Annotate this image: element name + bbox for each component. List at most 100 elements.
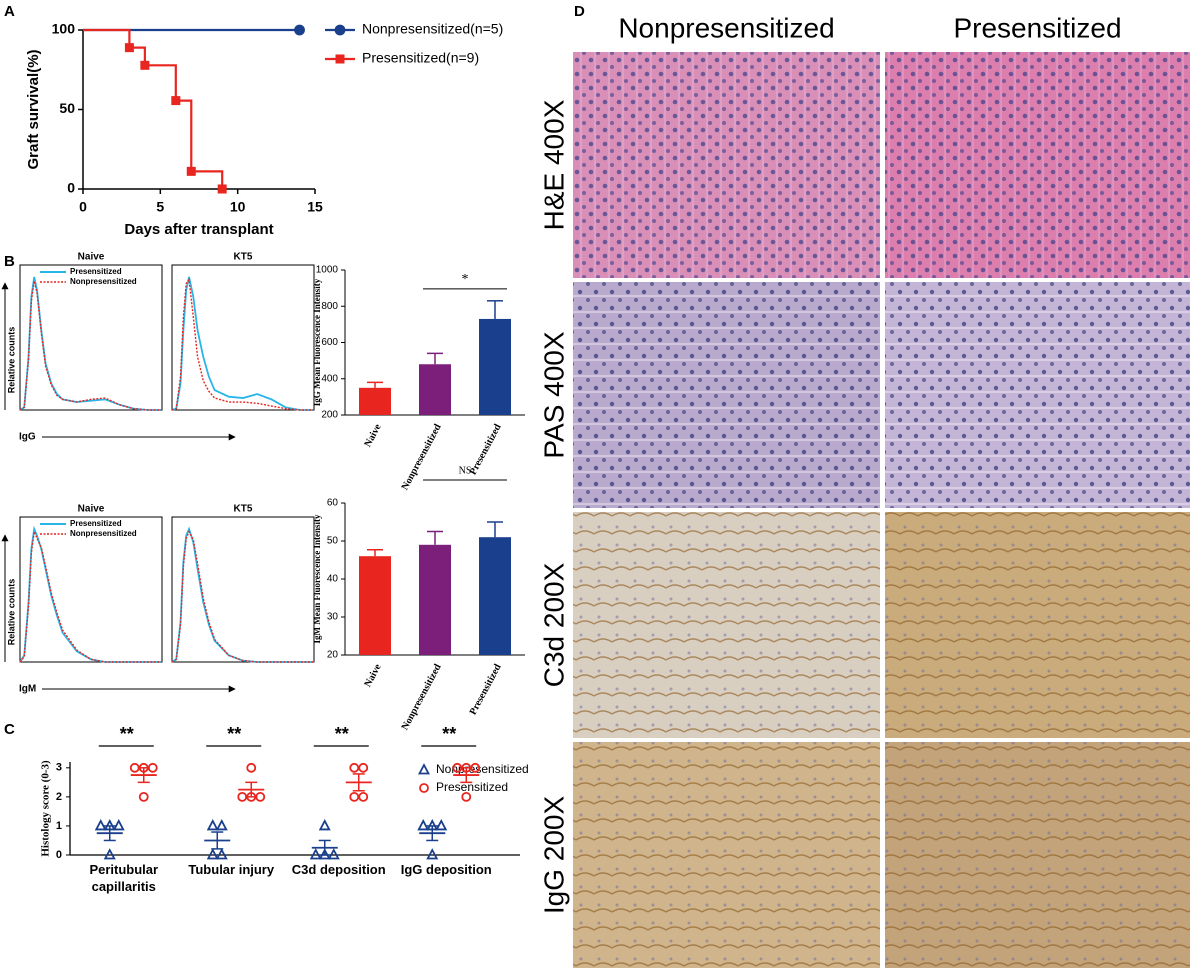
flow-title: KT5 [234,504,253,515]
y-axis-label: IgG Mean Fluorescence Intensity [312,278,322,406]
marker [246,762,257,773]
y-tick-label: 2 [56,791,62,803]
row-label: H&E 400X [538,99,569,230]
flow-title: Naive [78,504,105,515]
significance-label: * [462,272,469,287]
legend-label: Presensitized(n=9) [362,50,479,66]
y-tick-label: 100 [52,21,76,37]
x-tick-label: Nonpresensitized [400,422,444,492]
marker [358,791,369,802]
y-tick-label: 20 [327,650,339,661]
x-tick-label-box: IgG deposition [400,862,492,877]
marker [138,791,149,802]
x-tick-label: Presensitized [468,662,504,717]
y-tick-label: 0 [56,849,62,861]
marker [334,24,346,36]
histology-texture [885,742,1190,968]
flow-curve [19,529,162,663]
y-axis-label: IgM Mean Fluorescence Intensity [312,514,322,644]
y-axis-label: Histology score (0-3) [40,760,52,857]
y-axis-label: Relative counts [6,327,16,394]
histology-texture [885,512,1190,738]
significance-label: NS [459,465,472,476]
row-label: PAS 400X [538,331,569,458]
y-tick-label: 400 [321,373,338,384]
marker [112,819,125,831]
marker [349,762,360,773]
marker [215,819,228,831]
y-tick-label: 50 [327,536,339,547]
legend-label: Nonpresensitized [70,529,137,538]
significance-label: ** [227,724,241,744]
marker [309,848,322,860]
bar [359,387,391,415]
flow-curve [19,280,162,411]
marker [215,848,228,860]
marker [171,96,181,106]
marker [103,848,116,860]
marker [294,24,305,36]
significance-label: ** [120,724,134,744]
panel-label: D [574,3,585,20]
x-tick-label: 0 [79,199,87,215]
histology-texture [573,742,880,968]
marker [358,762,369,773]
x-tick-label: C3d deposition [291,862,386,877]
x-tick-label: Tubular injury [188,862,275,877]
y-tick-label: 3 [56,762,62,774]
marker [94,819,107,831]
y-tick-label: 40 [327,574,339,585]
x-tick-label-box: C3d deposition [291,862,386,877]
y-tick-label: 1 [56,820,62,832]
marker [417,819,430,831]
flow-panel [171,516,315,663]
histology-texture [573,52,880,278]
x-tick-label: 10 [230,199,246,215]
bar [359,556,391,655]
flow-curve [19,276,162,411]
row-label: IgG 200X [538,796,569,915]
bar [479,318,511,415]
legend-label: Presensitized [70,267,122,276]
bar [479,537,511,655]
legend-label: Presensitized [436,780,508,794]
marker [419,783,429,793]
marker [461,791,472,802]
x-axis-label: IgM [19,684,36,695]
x-tick-label: IgG deposition [400,862,492,877]
y-tick-label: 30 [327,612,339,623]
marker [124,43,134,53]
panel-label: A [4,3,15,20]
bar [419,544,451,655]
flow-panel [19,516,163,663]
y-tick-label: 600 [321,337,338,348]
y-tick-label: 1000 [316,265,339,276]
marker [237,791,248,802]
row-label: C3d 200X [538,562,569,687]
x-axis-label: IgG [19,432,36,443]
flow-curve [171,530,314,663]
marker [129,762,140,773]
marker [206,819,219,831]
column-header: Nonpresensitized [618,12,834,43]
marker [418,763,430,775]
y-tick-label: 0 [67,180,75,196]
marker [318,819,331,831]
legend-label: Nonpresensitized(n=5) [362,21,503,37]
column-header: Presensitized [953,12,1121,43]
x-tick-label-box: Tubular injury [188,862,275,877]
flow-title: KT5 [234,252,253,263]
marker [335,54,345,64]
marker [186,166,196,176]
bar [419,364,451,415]
panel-label: B [4,253,15,270]
marker [327,848,340,860]
x-tick-label-box: Peritubular capillaritis [89,862,158,894]
panel-label: C [4,721,15,738]
x-tick-label: 5 [156,199,164,215]
legend-label: Nonpresensitized [70,277,137,286]
significance-label: ** [335,724,349,744]
legend-label: Nonpresensitized [436,762,529,776]
y-axis-label: Graft survival(%) [25,49,42,169]
y-tick-label: 50 [59,100,75,116]
